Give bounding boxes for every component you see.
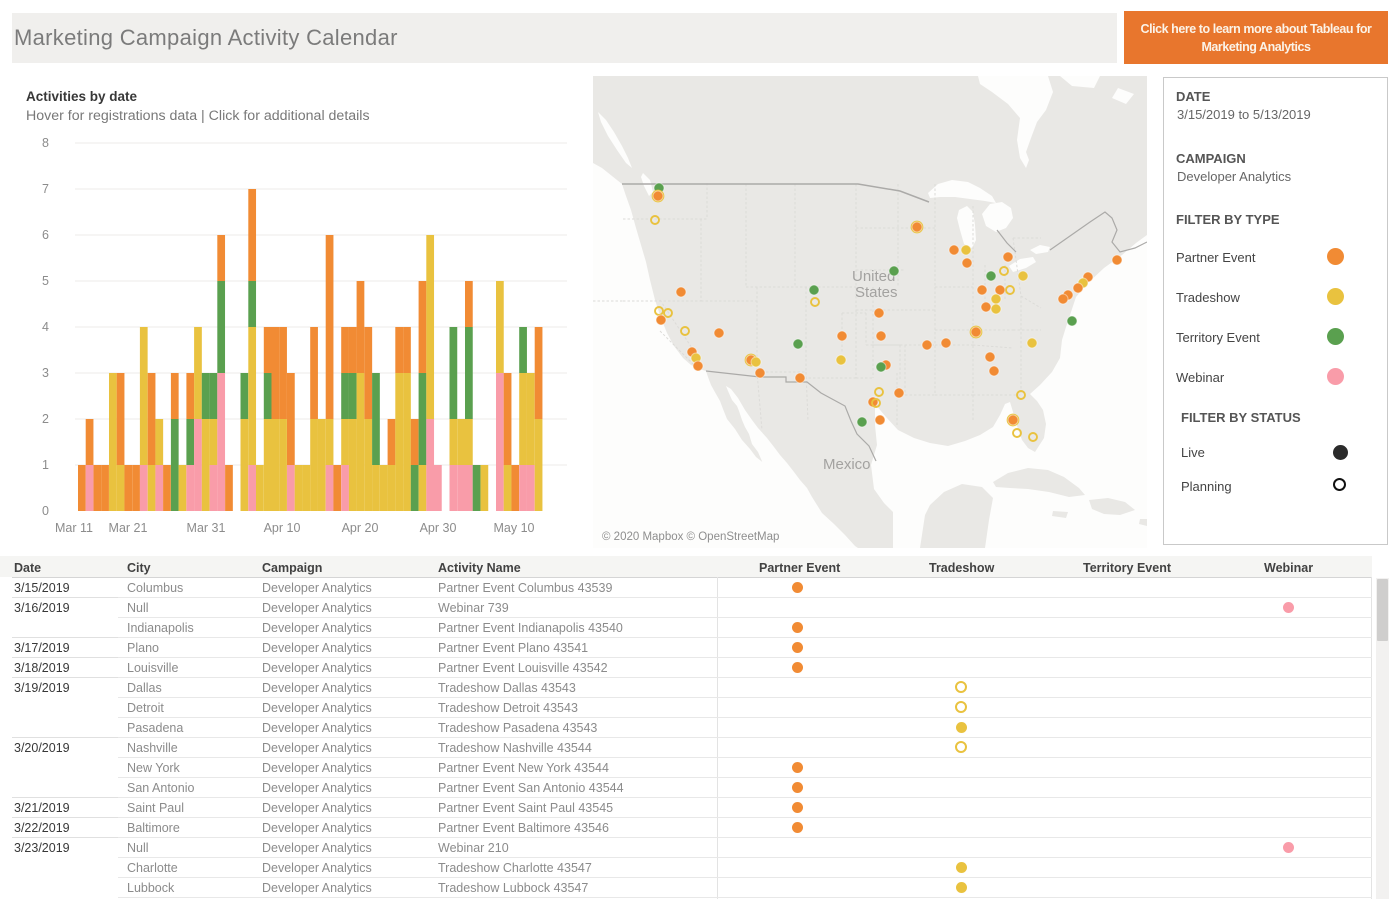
svg-text:Mar 21: Mar 21	[109, 521, 148, 535]
svg-text:United: United	[852, 268, 895, 285]
svg-text:1: 1	[42, 458, 49, 472]
svg-text:8: 8	[42, 136, 49, 150]
svg-text:Mexico: Mexico	[823, 456, 871, 473]
svg-text:5: 5	[42, 274, 49, 288]
svg-text:May 10: May 10	[494, 521, 535, 535]
svg-text:Mar 31: Mar 31	[187, 521, 226, 535]
svg-text:7: 7	[42, 182, 49, 196]
svg-text:Apr 30: Apr 30	[420, 521, 457, 535]
svg-text:Mar 11: Mar 11	[55, 521, 93, 535]
svg-text:6: 6	[42, 228, 49, 242]
svg-text:Apr 20: Apr 20	[342, 521, 379, 535]
svg-text:© 2020 Mapbox © OpenStreetMap: © 2020 Mapbox © OpenStreetMap	[602, 531, 779, 543]
svg-text:0: 0	[42, 504, 49, 518]
svg-text:3: 3	[42, 366, 49, 380]
svg-text:States: States	[855, 284, 898, 301]
svg-text:4: 4	[42, 320, 49, 334]
svg-text:2: 2	[42, 412, 49, 426]
svg-text:Apr 10: Apr 10	[264, 521, 301, 535]
